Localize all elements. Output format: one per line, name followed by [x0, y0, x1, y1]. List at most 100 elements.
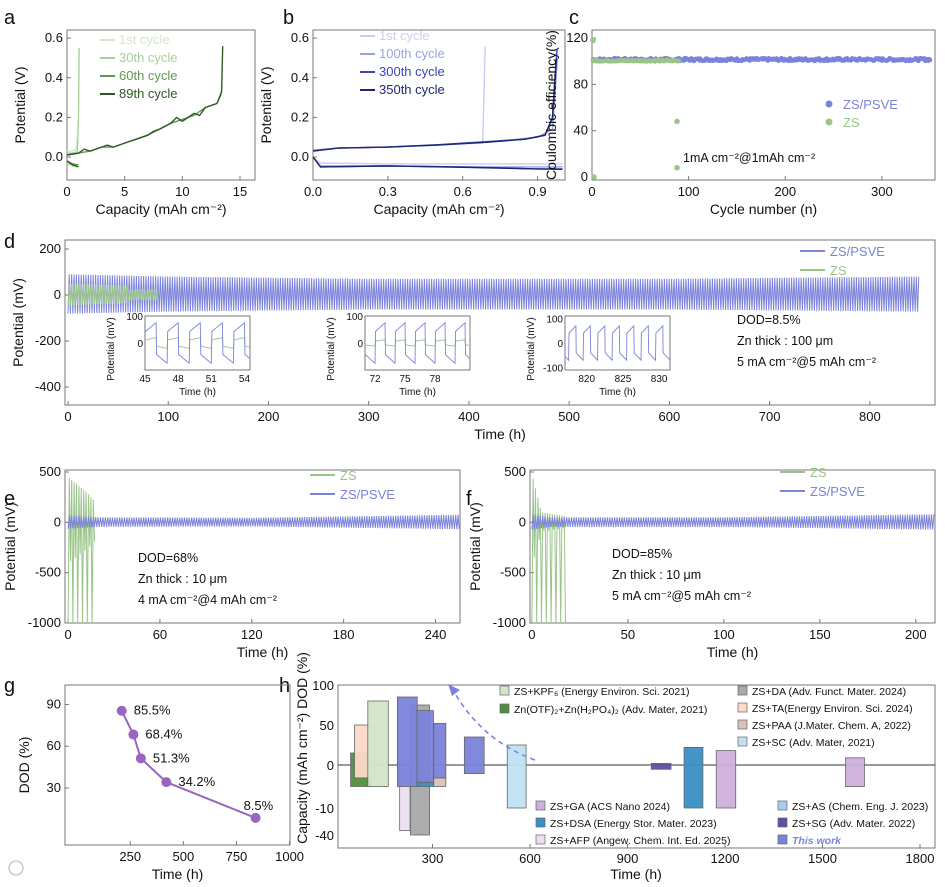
inset-y-tick-label: 100 — [346, 312, 363, 323]
y-tick-label: 40 — [574, 123, 588, 138]
x-tick-label: 200 — [258, 409, 280, 424]
legend-label: Zn(OTF)₂+Zn(H₂PO₄)₂ (Adv. Mater, 2021) — [514, 704, 707, 716]
x-axis-label: Time (h) — [610, 866, 662, 882]
y-axis-label: Potential (mV) — [10, 278, 26, 367]
inset-y-label: Potential (mV) — [326, 317, 337, 380]
panel-letter-f: f — [466, 488, 472, 510]
dod-label: 34.2% — [178, 774, 215, 789]
bar-ZS+GA — [715, 750, 737, 809]
y-tick-label: 500 — [504, 464, 526, 479]
data-point-outlier — [674, 118, 680, 125]
bar-ZS+KPF — [367, 700, 389, 787]
legend-label: ZS+GA (ACS Nano 2024) — [550, 801, 670, 813]
inset-y-tick-label: -100 — [543, 364, 563, 375]
bar-ZS+GA — [845, 757, 865, 787]
y-tick-label: -1000 — [28, 615, 61, 630]
legend-label: This work — [792, 835, 842, 847]
panel-letter-g: g — [4, 675, 15, 697]
inset-signal-ZS-PSVE — [144, 321, 251, 365]
x-tick-label: 100 — [157, 409, 179, 424]
series-line-89th-cycle — [66, 46, 224, 156]
bar-ZS+SC — [506, 744, 527, 809]
legend-label: 350th cycle — [379, 82, 445, 97]
y-tick-label: 0 — [581, 169, 588, 184]
series-line-89th-cycle — [66, 160, 79, 168]
inset-y-tick-label: 0 — [137, 339, 143, 350]
inset-signal-ZS-PSVE — [564, 324, 671, 362]
condition-annotation: DOD=8.5% — [737, 313, 801, 327]
panel-g-axes: 250 500 750 1000 30 60 90 Time (h) DOD (%) 85.5% 6… — [16, 684, 304, 882]
bar-ZS+SG — [650, 763, 672, 770]
x-tick-label: 400 — [458, 409, 480, 424]
y-tick-label: 90 — [47, 696, 61, 711]
y-tick-label: 0.0 — [45, 149, 63, 164]
arrow-head-icon — [448, 684, 460, 696]
bar-This — [463, 736, 485, 774]
inset-x-label: Time (h) — [179, 387, 216, 398]
condition-annotation: 5 mA cm⁻²@5 mAh cm⁻² — [612, 589, 751, 603]
panel-letter-b: b — [283, 7, 294, 29]
x-tick-label: 100 — [713, 627, 735, 642]
watermark-logo-icon — [8, 860, 24, 876]
x-tick-label: 0 — [588, 184, 595, 199]
x-tick-label: 0 — [64, 627, 71, 642]
plot-frame — [64, 684, 291, 846]
dod-label: 68.4% — [145, 727, 182, 742]
inset-2: 72 75 78 0 100 Time (h) Potential (mV) — [326, 312, 471, 398]
legend-swatch — [737, 736, 748, 747]
inset-x-tick-label: 51 — [206, 374, 218, 385]
series-line-350th-cycle — [312, 156, 563, 170]
trend-arrow — [451, 687, 536, 761]
x-tick-label: 1200 — [711, 851, 740, 866]
inset-x-label: Time (h) — [399, 387, 436, 398]
x-tick-label: 10 — [175, 184, 189, 199]
x-axis-label: Time (h) — [237, 644, 289, 660]
panel-h-axes: 300 600 900 1200 1500 1800 100 50 0 -10 -40 Time (h… — [294, 652, 936, 882]
inset-y-tick-label: 100 — [546, 314, 563, 325]
inset-x-tick-label: 75 — [399, 374, 411, 385]
legend-swatch — [499, 685, 510, 696]
legend-swatch — [777, 800, 788, 811]
series-line-1st-cycle — [312, 156, 563, 165]
legend-swatch — [737, 719, 748, 730]
x-tick-label: 0.6 — [454, 184, 472, 199]
inset-frame — [144, 315, 251, 371]
inset-x-tick-label: 825 — [615, 374, 632, 385]
y-tick-label: 0.2 — [291, 109, 309, 124]
data-point-outlier — [674, 164, 680, 171]
condition-annotation: Zn thick : 100 μm — [737, 334, 833, 348]
y-axis-label: Coulombic efficiency(%) — [543, 30, 559, 180]
series-line-100th-cycle — [312, 156, 563, 168]
plot-frame — [64, 239, 936, 406]
panel-letter-c: c — [569, 7, 579, 29]
x-tick-label: 500 — [558, 409, 580, 424]
series-line-350th-cycle — [312, 57, 557, 152]
legend-swatch — [535, 817, 546, 828]
y-tick-label: 0.0 — [291, 149, 309, 164]
inset-x-tick-label: 45 — [139, 374, 151, 385]
y-tick-label: 100 — [312, 678, 334, 693]
legend-label: 30th cycle — [119, 50, 178, 65]
x-tick-label: 0.9 — [529, 184, 547, 199]
condition-annotation: 1mA cm⁻²@1mAh cm⁻² — [683, 151, 815, 165]
legend-label: 60th cycle — [119, 68, 178, 83]
x-axis-label: Capacity (mAh cm⁻²) — [95, 201, 226, 217]
dod-point — [135, 753, 146, 764]
y-axis-label: Potential (V) — [258, 66, 274, 143]
x-axis-label: Capacity (mAh cm⁻²) — [373, 201, 504, 217]
y-tick-label: -500 — [500, 565, 526, 580]
y-tick-label: 50 — [320, 718, 334, 733]
inset-y-tick-label: 0 — [557, 339, 563, 350]
data-point-outlier — [591, 174, 597, 180]
x-tick-label: 0.3 — [379, 184, 397, 199]
inset-y-label: Potential (mV) — [526, 317, 537, 380]
x-tick-label: 0.0 — [304, 184, 322, 199]
y-tick-label: 0 — [54, 287, 61, 302]
inset-x-tick-label: 820 — [578, 374, 595, 385]
panel-letter-e: e — [4, 488, 15, 510]
inset-x-tick-label: 830 — [651, 374, 668, 385]
legend-label: ZS/PSVE — [810, 484, 865, 499]
y-tick-label: -400 — [35, 379, 61, 394]
inset-x-label: Time (h) — [599, 387, 636, 398]
legend-swatch — [499, 703, 510, 714]
